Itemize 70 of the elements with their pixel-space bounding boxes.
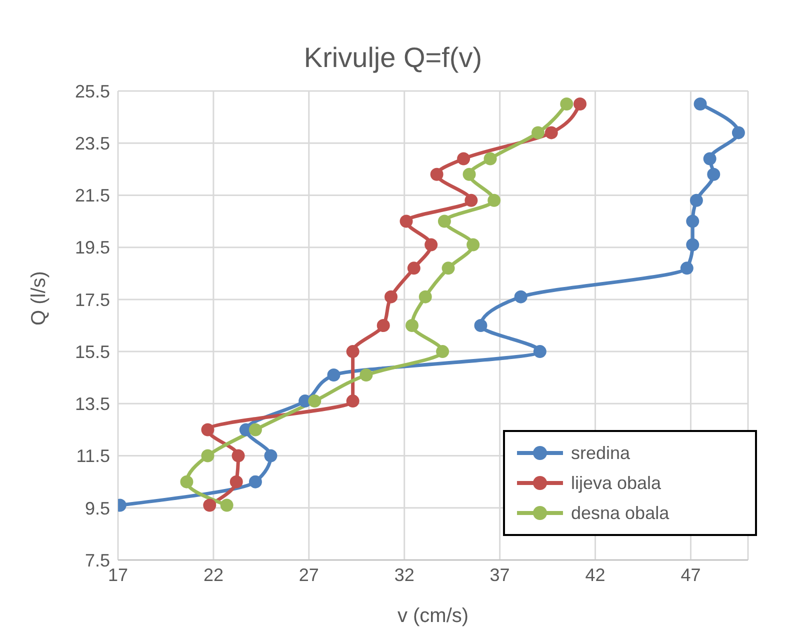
chart-title: Krivulje Q=f(v): [302, 42, 484, 74]
point: [360, 368, 373, 382]
legend-label: sredina: [571, 442, 630, 464]
point: [438, 214, 451, 228]
y-tick-label: 21.5: [74, 186, 110, 206]
point: [574, 98, 586, 111]
legend-label: lijeva obala: [571, 472, 662, 494]
point: [484, 152, 497, 166]
x-tick-label: 32: [394, 564, 414, 585]
y-tick-label: 11.5: [76, 446, 110, 466]
point: [514, 290, 528, 304]
point: [384, 290, 398, 304]
point: [707, 168, 720, 181]
point: [488, 194, 501, 207]
point: [220, 498, 234, 512]
point: [560, 98, 574, 111]
point: [376, 319, 390, 332]
point: [703, 152, 716, 166]
point: [406, 319, 418, 332]
point: [430, 168, 444, 181]
point: [308, 394, 322, 408]
point: [400, 214, 413, 228]
x-tick-label: 17: [108, 564, 128, 585]
y-tick-label: 13.5: [74, 394, 110, 414]
point: [248, 423, 262, 436]
y-tick-label: 17.5: [74, 290, 110, 310]
point: [346, 345, 360, 358]
x-tick-label: 22: [203, 564, 224, 585]
x-tick-label: 37: [490, 564, 510, 585]
point: [248, 475, 262, 488]
point: [694, 98, 707, 111]
point: [327, 368, 340, 382]
x-axis-title: v (cm/s): [397, 605, 469, 627]
point: [457, 152, 470, 166]
point: [201, 449, 214, 462]
x-tick-label: 42: [585, 564, 606, 585]
point: [686, 214, 700, 228]
y-tick-label: 25.5: [74, 81, 110, 102]
point: [436, 345, 450, 358]
y-tick-label: 23.5: [74, 134, 110, 154]
point: [418, 290, 432, 304]
point: [230, 475, 243, 488]
point: [180, 475, 194, 488]
point: [264, 449, 278, 462]
point: [442, 262, 455, 275]
x-tick-label: 47: [680, 564, 701, 585]
point: [532, 126, 544, 140]
point: [462, 168, 476, 181]
point: [533, 345, 546, 358]
point: [424, 238, 438, 252]
point: [464, 194, 478, 207]
point: [544, 126, 558, 140]
y-tick-label: 19.5: [74, 238, 110, 258]
point: [201, 423, 214, 436]
point: [732, 126, 745, 140]
point: [690, 194, 703, 207]
point: [686, 238, 700, 252]
point: [407, 262, 420, 275]
point: [346, 394, 360, 408]
point: [232, 449, 245, 462]
x-tick-label: 27: [298, 564, 319, 585]
legend-label: desna obala: [571, 502, 670, 524]
y-tick-label: 9.5: [84, 498, 110, 518]
y-axis-title: Q (l/s): [28, 271, 50, 326]
point: [466, 238, 480, 252]
point: [203, 498, 216, 512]
point: [474, 319, 488, 332]
point: [680, 262, 694, 275]
y-tick-label: 7.5: [84, 550, 110, 570]
y-tick-label: 15.5: [74, 342, 110, 362]
